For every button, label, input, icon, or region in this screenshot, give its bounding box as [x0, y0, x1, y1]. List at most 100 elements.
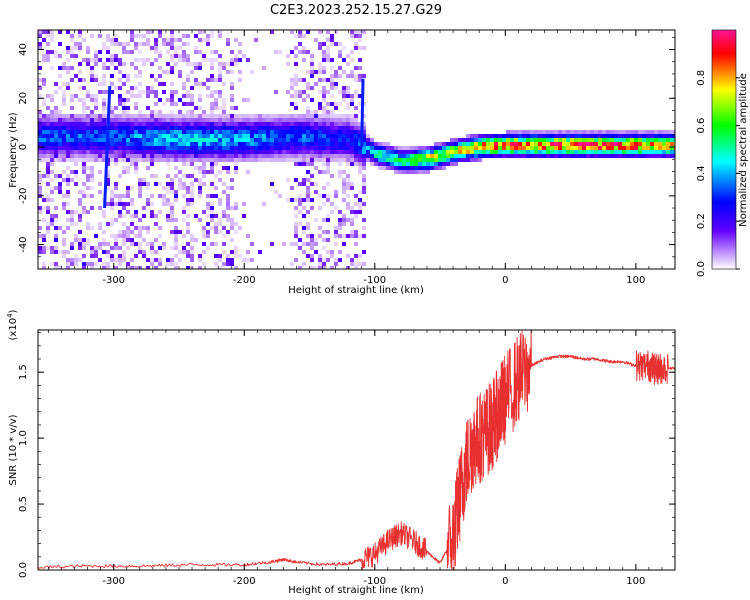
spectrogram-cell [274, 114, 278, 118]
spectrogram-cell [194, 150, 198, 154]
spectrogram-cell [66, 250, 70, 254]
spectrogram-cell [358, 150, 362, 154]
spectrogram-cell [318, 226, 322, 230]
spectrogram-cell [114, 194, 118, 198]
spectrogram-cell [618, 154, 622, 158]
spectrogram-cell [70, 146, 74, 150]
spectrogram-cell [178, 182, 182, 186]
spectrogram-cell [250, 150, 254, 154]
spectrogram-cell [518, 154, 522, 158]
spectrogram-cell [302, 114, 306, 118]
spectrogram-cell [586, 134, 590, 138]
spectrogram-cell [150, 250, 154, 254]
spectrogram-cell [294, 74, 298, 78]
spectrogram-cell [494, 138, 498, 142]
spectrogram-cell [242, 138, 246, 142]
spectrogram-cell [114, 114, 118, 118]
spectrogram-cell [62, 206, 66, 210]
spectrogram-cell [550, 138, 554, 142]
spectrogram-cell [474, 142, 478, 146]
spectrogram-cell [54, 234, 58, 238]
spectrogram-cell [58, 114, 62, 118]
spectrogram-cell [310, 258, 314, 262]
spectrogram-cell [302, 154, 306, 158]
spectrogram-cell [170, 262, 174, 266]
spectrogram-cell [274, 146, 278, 150]
spectrogram-cell [338, 234, 342, 238]
spectrogram-cell [174, 134, 178, 138]
spectrogram-cell [102, 210, 106, 214]
spectrogram-cell [282, 130, 286, 134]
spectrogram-cell [630, 130, 634, 134]
spectrogram-cell [142, 62, 146, 66]
spectrogram-cell [410, 158, 414, 162]
spectrogram-cell [50, 154, 54, 158]
spectrogram-cell [202, 82, 206, 86]
spectrogram-cell [338, 126, 342, 130]
spectrogram-cell [182, 118, 186, 122]
spectrogram-cell [226, 166, 230, 170]
spectrogram-cell [350, 74, 354, 78]
spectrogram-cell [422, 166, 426, 170]
spectrogram-cell [346, 194, 350, 198]
spectrogram-cell [134, 254, 138, 258]
spectrogram-cell [162, 186, 166, 190]
spectrogram-cell [250, 134, 254, 138]
spectrogram-cell [402, 150, 406, 154]
spectrogram-cell [150, 62, 154, 66]
spectrogram-cell [390, 162, 394, 166]
spectrogram-cell [126, 150, 130, 154]
spectrogram-cell [58, 182, 62, 186]
spectrogram-cell [234, 122, 238, 126]
spectrogram-cell [646, 154, 650, 158]
spectrogram-cell [314, 218, 318, 222]
spectrogram-cell [338, 150, 342, 154]
y-tick-label: 0.5 [18, 496, 29, 512]
spectrogram-cell [38, 150, 42, 154]
spectrogram-cell [270, 130, 274, 134]
spectrogram-cell [306, 170, 310, 174]
spectrogram-cell [634, 138, 638, 142]
spectrogram-cell [198, 126, 202, 130]
spectrogram-cell [566, 138, 570, 142]
spectrogram-cell [638, 130, 642, 134]
spectrogram-cell [66, 122, 70, 126]
spectrogram-cell [162, 194, 166, 198]
spectrogram-cell [486, 150, 490, 154]
spectrogram-cell [554, 154, 558, 158]
spectrogram-cell [158, 182, 162, 186]
spectrogram-cell [46, 54, 50, 58]
spectrogram-cell [90, 118, 94, 122]
spectrogram-cell [94, 246, 98, 250]
spectrogram-cell [118, 58, 122, 62]
spectrogram-cell [322, 86, 326, 90]
spectrogram-cell [54, 154, 58, 158]
spectrogram-cell [182, 182, 186, 186]
spectrogram-cell [350, 234, 354, 238]
spectrogram-cell [466, 134, 470, 138]
spectrogram-cell [346, 90, 350, 94]
spectrogram-cell [230, 138, 234, 142]
spectrogram-cell [78, 134, 82, 138]
spectrogram-cell [306, 142, 310, 146]
spectrogram-cell [122, 238, 126, 242]
spectrogram-cell [506, 142, 510, 146]
snr-x-ticks: -300 -200 -100 0 100 [48, 330, 676, 587]
spectrogram-cell [54, 142, 58, 146]
spectrogram-cell [118, 150, 122, 154]
spectrogram-cell [194, 126, 198, 130]
spectrogram-cell [634, 130, 638, 134]
spectrogram-cell [362, 250, 366, 254]
spectrogram-cell [346, 266, 350, 269]
spectrogram-cell [166, 202, 170, 206]
spectrogram-cell [246, 154, 250, 158]
spectrogram-cell [78, 122, 82, 126]
spectrogram-cell [166, 62, 170, 66]
spectrogram-cell [330, 66, 334, 70]
spectrogram-cell [582, 146, 586, 150]
colorbar-gradient [711, 29, 737, 270]
spectrogram-cell [146, 230, 150, 234]
spectrogram-cell [150, 210, 154, 214]
spectrogram-cell [58, 42, 62, 46]
spectrogram-cell [150, 90, 154, 94]
